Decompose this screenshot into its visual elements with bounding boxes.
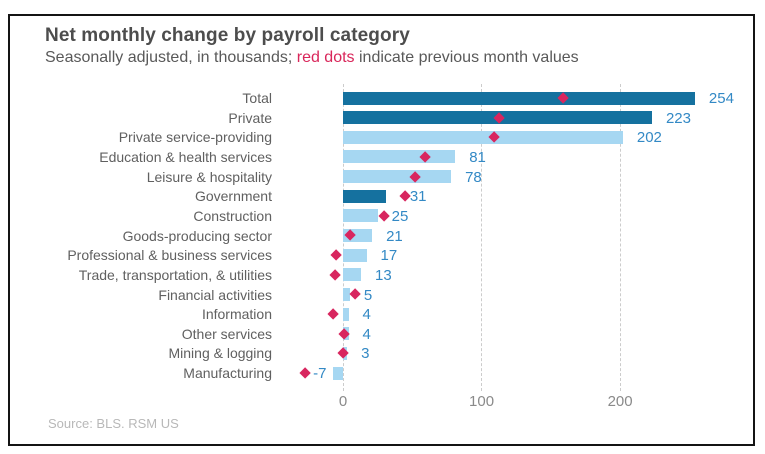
value-label: 25 (391, 207, 409, 225)
subtitle-red-dots-highlight: red dots (296, 49, 355, 66)
prev-month-dot (328, 269, 341, 281)
chart-title: Net monthly change by payroll category (45, 25, 410, 46)
bar (343, 130, 623, 144)
source-note: Source: BLS. RSM US (48, 416, 179, 431)
bar (343, 91, 695, 105)
gridline (481, 84, 483, 391)
category-label: Government (194, 188, 272, 205)
category-label: Goods-producing sector (122, 227, 272, 244)
category-label: Other services (181, 325, 272, 342)
category-label: Professional & business services (67, 247, 272, 264)
subtitle-suffix: indicate previous month values (354, 49, 579, 66)
category-label: Financial activities (158, 286, 272, 303)
x-axis-tick-label: 100 (469, 393, 495, 410)
bar (343, 189, 386, 203)
value-label: 78 (465, 168, 482, 186)
prev-month-dot (349, 288, 362, 301)
value-label: 223 (665, 109, 691, 127)
prev-month-dot (299, 367, 312, 379)
category-label: Private (228, 109, 272, 126)
category-label: Total (242, 90, 272, 106)
gridline (619, 84, 621, 391)
value-label: 31 (409, 188, 427, 206)
bar (343, 170, 452, 184)
bar (343, 209, 378, 223)
bar (343, 248, 367, 262)
bar (343, 288, 350, 301)
category-label: Leisure & hospitality (146, 168, 272, 185)
bar (343, 268, 361, 282)
bar-chart: 0 100 200 Total 254 Private 223 Private service… (0, 84, 765, 424)
value-label: 4 (362, 306, 371, 324)
bar (343, 307, 349, 321)
chart-subtitle: Seasonally adjusted, in thousands; red d… (45, 49, 579, 67)
chart-frame (8, 14, 755, 446)
prev-month-dot (330, 249, 342, 261)
value-label: 81 (469, 148, 486, 166)
category-label: Education & health services (99, 148, 272, 165)
value-label: 21 (386, 227, 403, 245)
value-label: 13 (375, 266, 392, 284)
value-label: 5 (363, 286, 373, 304)
bar (333, 366, 343, 380)
value-label: 3 (361, 345, 370, 363)
value-label: 17 (380, 247, 398, 265)
category-label: Private service-providing (118, 129, 272, 146)
value-label: -7 (313, 365, 327, 383)
prev-month-dot (378, 210, 391, 222)
bar (343, 150, 456, 164)
x-axis-tick-label: 200 (607, 393, 633, 410)
x-axis-tick-label: 0 (338, 393, 348, 410)
value-label: 4 (362, 325, 371, 343)
category-label: Construction (193, 207, 272, 224)
category-label: Mining & logging (168, 345, 272, 362)
category-label: Trade, transportation, & utilities (78, 266, 272, 283)
category-label: Information (201, 306, 272, 323)
category-label: Manufacturing (183, 365, 272, 382)
prev-month-dot (327, 308, 340, 320)
subtitle-prefix: Seasonally adjusted, in thousands; (45, 49, 297, 66)
value-label: 202 (636, 129, 662, 147)
value-label: 254 (708, 90, 734, 107)
